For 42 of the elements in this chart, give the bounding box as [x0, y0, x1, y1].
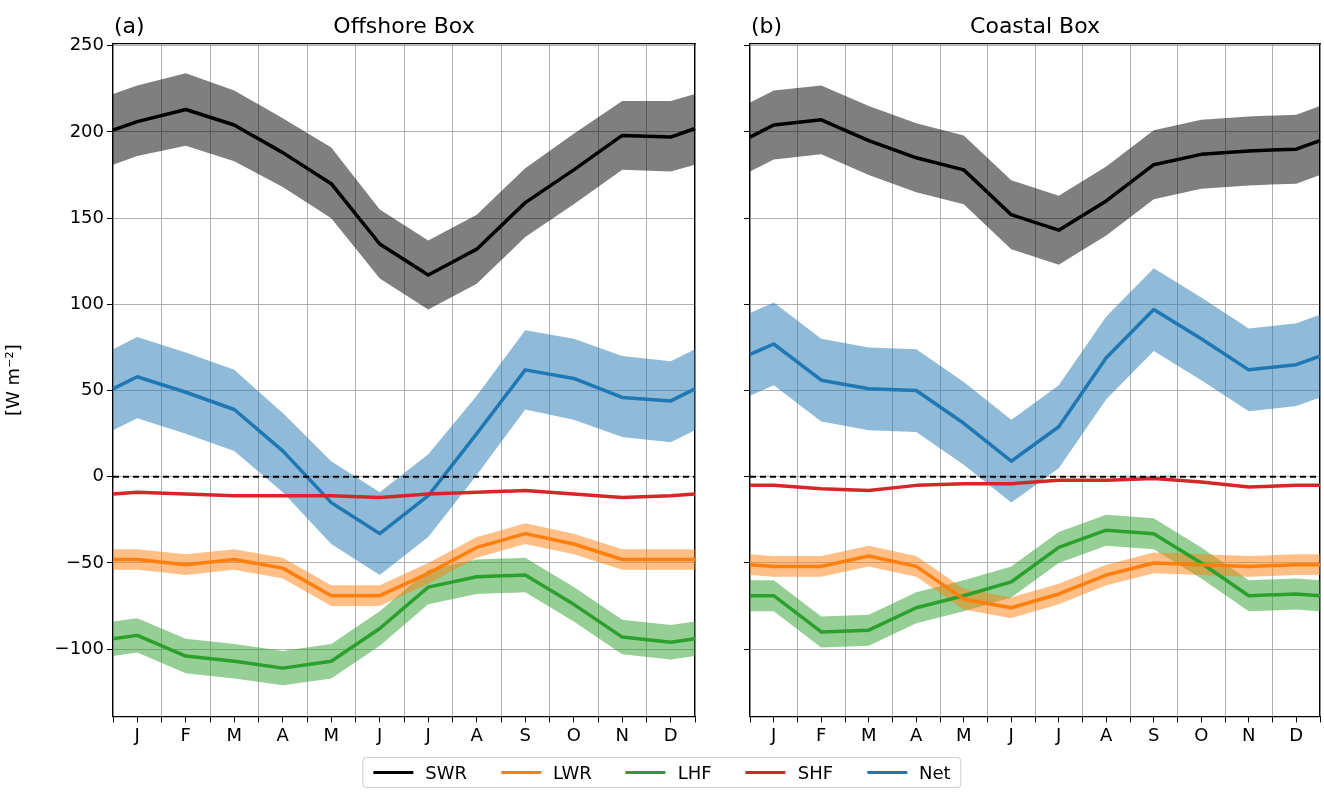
x-tick-label: J	[1055, 723, 1062, 745]
y-tick-label: −100	[54, 636, 104, 658]
y-tick-label: 150	[69, 205, 104, 227]
x-tick-label: A	[1100, 723, 1114, 745]
y-tick-label: 200	[69, 119, 104, 141]
y-tick-label: 50	[81, 378, 104, 400]
y-tick-label: 0	[92, 464, 104, 486]
legend-label: Net	[919, 762, 951, 783]
x-tick-label: J	[1007, 723, 1014, 745]
x-tick-label: S	[1148, 723, 1160, 745]
x-tick-label: J	[770, 723, 777, 745]
chart-title: Offshore Box	[333, 12, 475, 38]
x-tick-label: M	[226, 723, 243, 745]
x-tick-label: J	[376, 723, 383, 745]
x-tick-label: O	[1194, 723, 1209, 745]
x-tick-label: M	[323, 723, 340, 745]
legend-label: LHF	[677, 762, 712, 783]
chart-title: Coastal Box	[970, 12, 1100, 38]
x-tick-label: D	[1289, 723, 1304, 745]
x-tick-label: O	[566, 723, 581, 745]
x-tick-label: J	[133, 723, 140, 745]
x-tick-label: M	[860, 723, 877, 745]
y-axis-title: [W m⁻²]	[2, 344, 24, 417]
legend-label: LWR	[553, 762, 592, 783]
x-tick-label: F	[180, 723, 191, 745]
text: (a)	[114, 12, 145, 38]
x-tick-label: D	[663, 723, 678, 745]
x-tick-label: N	[615, 723, 629, 745]
x-tick-label: M	[955, 723, 972, 745]
x-tick-label: F	[816, 723, 827, 745]
x-tick-label: A	[470, 723, 484, 745]
y-tick-label: 250	[69, 33, 104, 55]
x-tick-label: A	[276, 723, 290, 745]
legend-label: SHF	[797, 762, 834, 783]
x-tick-label: A	[910, 723, 924, 745]
text: (b)	[751, 12, 783, 38]
y-tick-label: 100	[69, 292, 104, 314]
x-tick-label: N	[1242, 723, 1256, 745]
x-tick-label: J	[424, 723, 431, 745]
y-tick-label: −50	[66, 550, 104, 572]
x-tick-label: S	[519, 723, 531, 745]
legend-label: SWR	[425, 762, 468, 783]
